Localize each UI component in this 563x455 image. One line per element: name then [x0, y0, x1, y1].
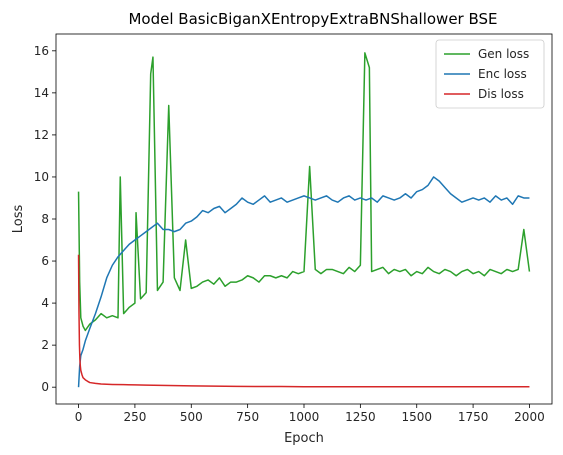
x-tick-label: 1500 — [401, 410, 432, 424]
legend-box — [435, 39, 545, 109]
y-tick-label: 16 — [34, 44, 49, 58]
y-tick-label: 10 — [34, 170, 49, 184]
plot-area — [77, 52, 531, 388]
y-axis-label: Loss — [11, 205, 26, 234]
y-tick-label: 6 — [41, 254, 49, 268]
axes: 0 250 500 750 1000 1250 1500 1750 2000 0 2 4 6 8 10 12 1… — [34, 33, 553, 424]
chart-title: Model BasicBiganXEntropyExtraBNShallower… — [128, 10, 497, 28]
x-tick-label: 500 — [180, 410, 203, 424]
x-tick-label: 250 — [123, 410, 146, 424]
series-line-enc-loss — [77, 176, 530, 388]
y-tick-label: 4 — [41, 296, 49, 310]
y-tick-label: 14 — [34, 86, 49, 100]
x-tick-label: 2000 — [514, 410, 545, 424]
x-tick-label: 1000 — [289, 410, 320, 424]
x-tick-label: 0 — [75, 410, 83, 424]
series-line-gen-loss — [77, 52, 531, 332]
x-tick-label: 1250 — [345, 410, 376, 424]
x-tick-label: 1750 — [458, 410, 489, 424]
y-tick-label: 12 — [34, 128, 49, 142]
x-tick-label: 750 — [236, 410, 259, 424]
legend-label: Gen loss — [478, 47, 529, 61]
y-tick-label: 0 — [41, 380, 49, 394]
legend-label: Dis loss — [478, 87, 524, 101]
legend-label: Enc loss — [478, 67, 527, 81]
series-line-dis-loss — [77, 254, 530, 388]
y-tick-label: 2 — [41, 338, 49, 352]
y-tick-label: 8 — [41, 212, 49, 226]
legend: Gen loss Enc loss Dis loss — [435, 39, 545, 109]
x-axis-label: Epoch — [284, 431, 324, 446]
